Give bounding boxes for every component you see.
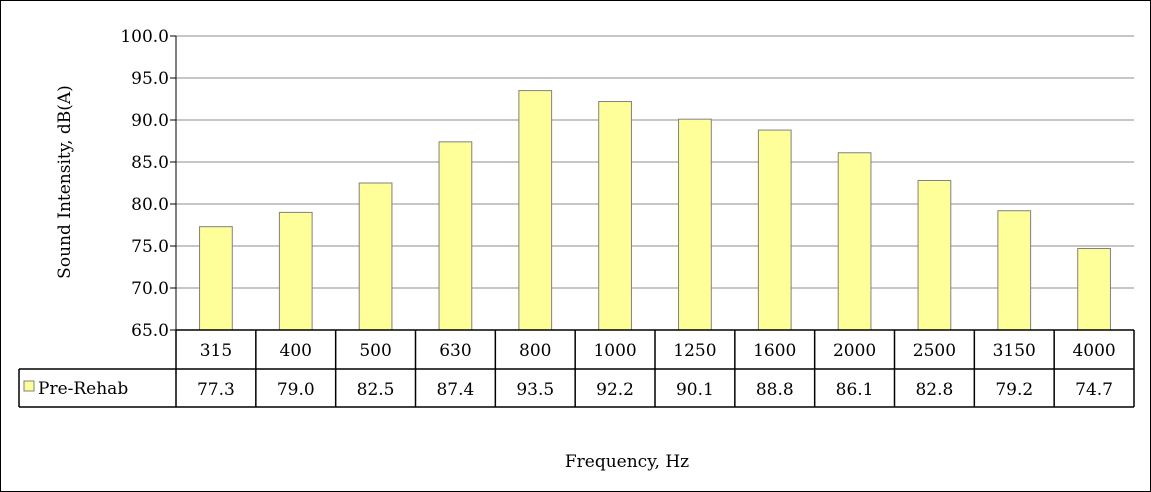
y-tick-label: 65.0: [131, 321, 169, 341]
y-axis: 65.0 70.0 75.0 80.0 85.0 90.0 95.0 100.0: [120, 27, 177, 341]
gridlines: [176, 35, 1134, 289]
y-tick-label: 95.0: [131, 69, 169, 89]
data-label: 82.8: [915, 380, 953, 400]
y-tick-label: 75.0: [131, 237, 169, 257]
data-label: 93.5: [516, 380, 554, 400]
x-tick-label: 3150: [993, 341, 1036, 361]
legend-label: Pre-Rehab: [38, 379, 128, 399]
data-label: 79.0: [277, 380, 315, 400]
bar-630: [438, 141, 473, 331]
bar-800: [518, 90, 553, 331]
bar-500: [358, 182, 393, 331]
y-tick-label: 100.0: [120, 27, 169, 47]
x-tick-label: 1000: [593, 341, 636, 361]
x-tick-label: 2000: [833, 341, 876, 361]
y-tick-label: 90.0: [131, 111, 169, 131]
y-axis-label: Sound Intensity, dB(A): [55, 85, 75, 279]
data-label: 90.1: [676, 380, 714, 400]
data-label: 79.2: [995, 380, 1033, 400]
y-tick-label: 70.0: [131, 279, 169, 299]
x-tick-label: 2500: [913, 341, 956, 361]
data-label: 87.4: [436, 380, 474, 400]
x-axis-label: Frequency, Hz: [565, 452, 689, 472]
bars: [199, 90, 1111, 331]
x-tick-label: 400: [280, 341, 312, 361]
x-tick-label: 315: [200, 341, 232, 361]
x-tick-label: 4000: [1072, 341, 1115, 361]
bar-1000: [598, 101, 632, 331]
x-tick-label: 1600: [753, 341, 796, 361]
data-label: 82.5: [357, 380, 395, 400]
bar-2000: [837, 152, 872, 331]
bar-2500: [917, 179, 952, 331]
data-label: 74.7: [1075, 380, 1113, 400]
bar-3150: [997, 210, 1032, 331]
bar-1250: [678, 118, 712, 331]
y-tick-label: 80.0: [131, 195, 169, 215]
data-label: 88.8: [756, 380, 794, 400]
data-label: 92.2: [596, 380, 634, 400]
bar-1600: [757, 129, 792, 331]
x-tick-label: 800: [519, 341, 551, 361]
x-tick-label: 500: [359, 341, 391, 361]
bar-315: [199, 226, 233, 331]
data-table: 315 77.3 400 79.0 500 82.5 630 87.4 800 93.5 1000 9…: [18, 329, 1135, 408]
bar-400: [278, 211, 313, 331]
legend-swatch: [23, 380, 35, 392]
x-tick-label: 1250: [673, 341, 716, 361]
data-label: 77.3: [197, 380, 235, 400]
bar-4000: [1077, 248, 1111, 331]
y-tick-label: 85.0: [131, 153, 169, 173]
data-label: 86.1: [836, 380, 874, 400]
x-tick-label: 630: [439, 341, 471, 361]
